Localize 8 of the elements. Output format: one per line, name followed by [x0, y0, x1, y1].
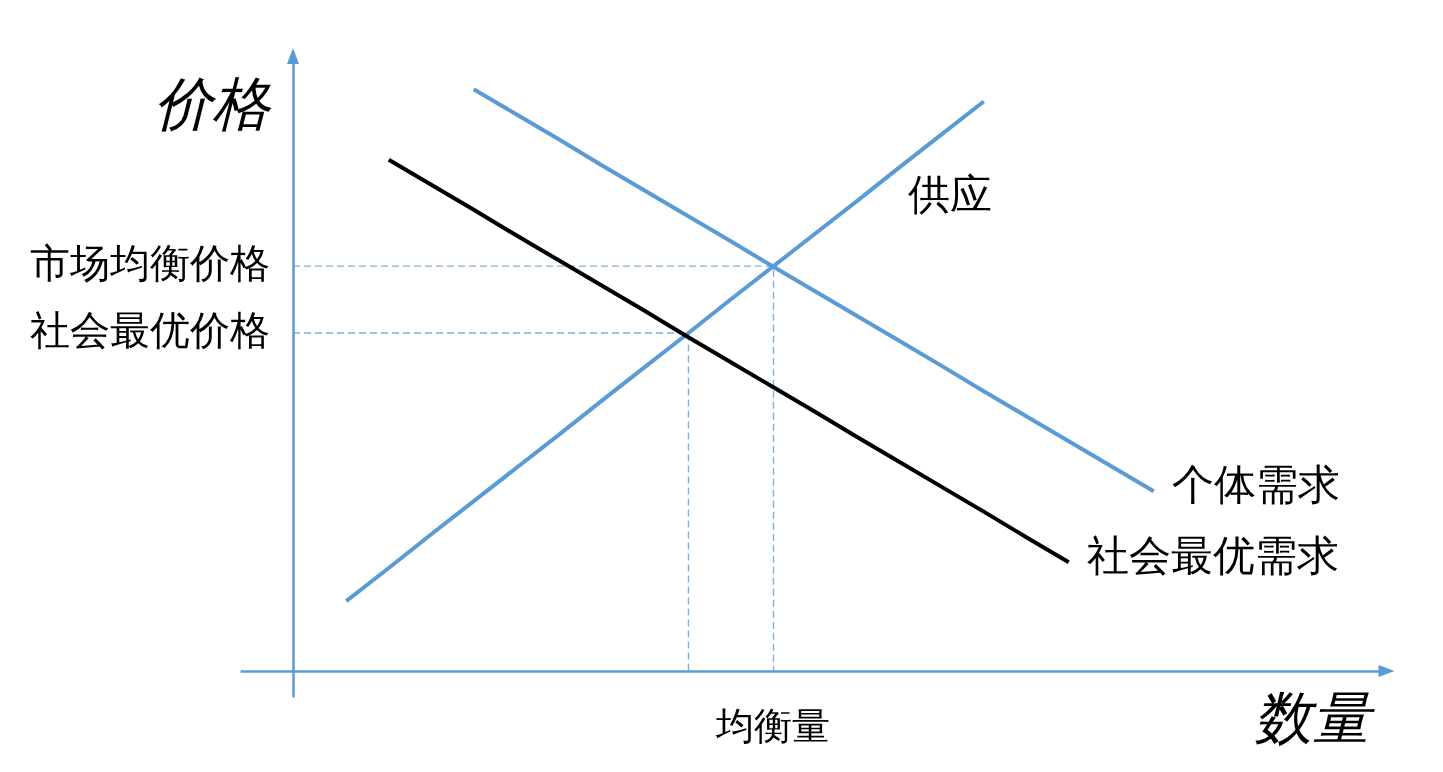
ref-line-label: 市场均衡价格: [30, 240, 270, 287]
series-label: 个体需求: [1171, 459, 1340, 509]
series-label: 社会最优需求: [1086, 530, 1339, 580]
series-label: 供应: [908, 169, 993, 219]
x-axis-title: 数量: [1254, 684, 1375, 753]
y-axis-title: 价格: [154, 70, 272, 139]
ref-line-label: 社会最优价格: [30, 307, 270, 354]
text: 均衡量: [715, 703, 831, 748]
